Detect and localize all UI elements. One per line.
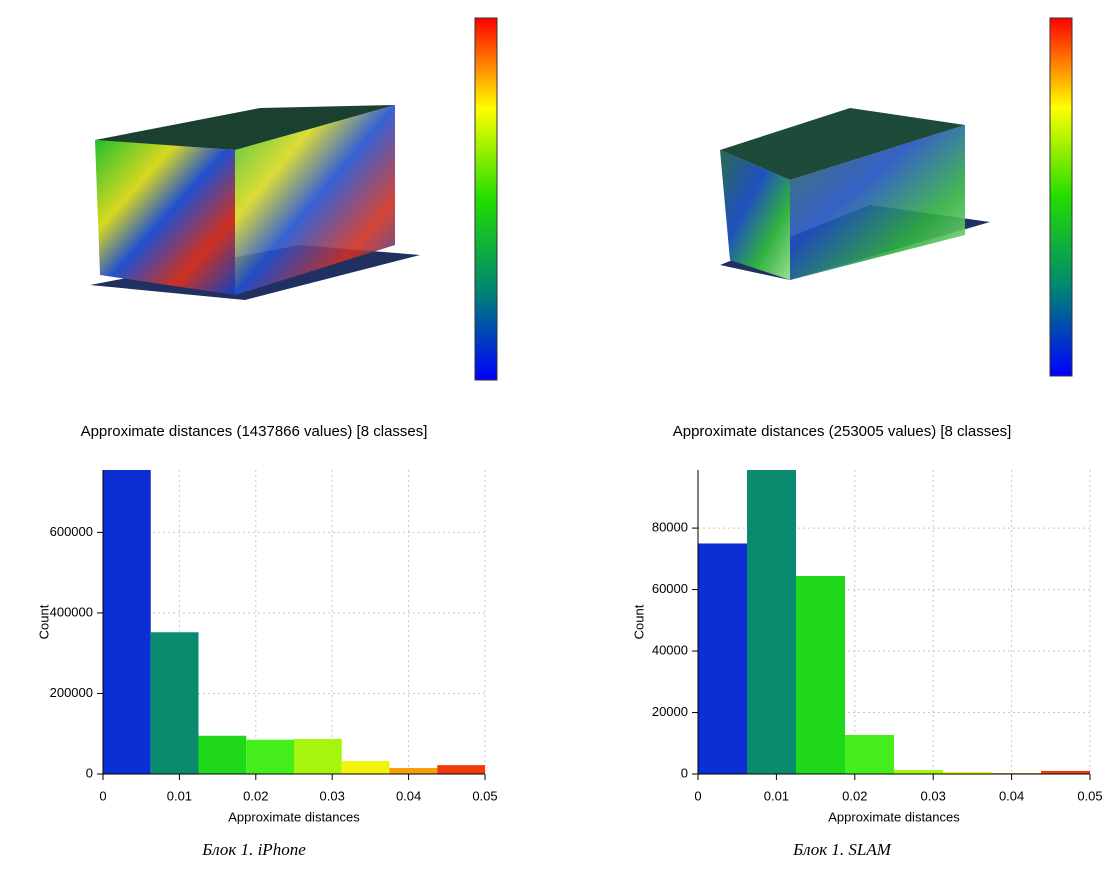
bar <box>294 738 342 774</box>
point-cloud-iphone <box>90 17 498 381</box>
x-axis-label: Approximate distances <box>228 809 360 824</box>
bars <box>103 470 485 774</box>
histogram: Approximate distances (253005 values) [8… <box>631 423 1102 859</box>
bar <box>103 470 151 774</box>
y-tick-label: 0 <box>86 765 93 780</box>
bar <box>150 632 199 774</box>
bar <box>437 765 485 774</box>
x-tick-label: 0.02 <box>842 788 867 803</box>
x-tick-label: 0.05 <box>1077 788 1102 803</box>
bar <box>198 735 247 774</box>
y-tick-label: 60000 <box>652 581 688 596</box>
x-tick-label: 0.05 <box>472 788 497 803</box>
point-cloud-slam <box>720 17 1073 377</box>
caption: Блок 1. SLAM <box>792 840 892 859</box>
bar <box>341 761 390 774</box>
bar <box>796 576 845 774</box>
y-tick-label: 40000 <box>652 642 688 657</box>
y-axis-label: Count <box>36 604 51 639</box>
y-axis-label: Count <box>631 604 646 639</box>
bar <box>943 772 992 774</box>
caption: Блок 1. iPhone <box>201 840 306 859</box>
y-tick-label: 80000 <box>652 520 688 535</box>
bars <box>698 470 1090 774</box>
x-tick-label: 0.01 <box>764 788 789 803</box>
y-tick-label: 600000 <box>50 524 93 539</box>
bar <box>845 734 894 774</box>
bar <box>246 739 294 774</box>
x-tick-label: 0.03 <box>320 788 345 803</box>
x-tick-label: 0.04 <box>396 788 421 803</box>
chart-title: Approximate distances (1437866 values) [… <box>81 423 428 440</box>
bar <box>1041 770 1090 774</box>
y-tick-label: 20000 <box>652 704 688 719</box>
x-tick-label: 0.01 <box>167 788 192 803</box>
y-tick-label: 0 <box>681 765 688 780</box>
y-tick-label: 400000 <box>50 604 93 619</box>
x-axis-label: Approximate distances <box>828 809 960 824</box>
bar <box>698 543 747 774</box>
x-tick-label: 0 <box>99 788 106 803</box>
x-tick-label: 0.03 <box>921 788 946 803</box>
histogram: Approximate distances (1437866 values) [… <box>36 423 497 859</box>
chart-title: Approximate distances (253005 values) [8… <box>673 423 1012 440</box>
bar <box>894 770 943 774</box>
bar <box>747 470 796 774</box>
y-tick-label: 200000 <box>50 685 93 700</box>
x-tick-label: 0 <box>694 788 701 803</box>
bar <box>389 767 438 774</box>
x-tick-label: 0.04 <box>999 788 1024 803</box>
x-tick-label: 0.02 <box>243 788 268 803</box>
